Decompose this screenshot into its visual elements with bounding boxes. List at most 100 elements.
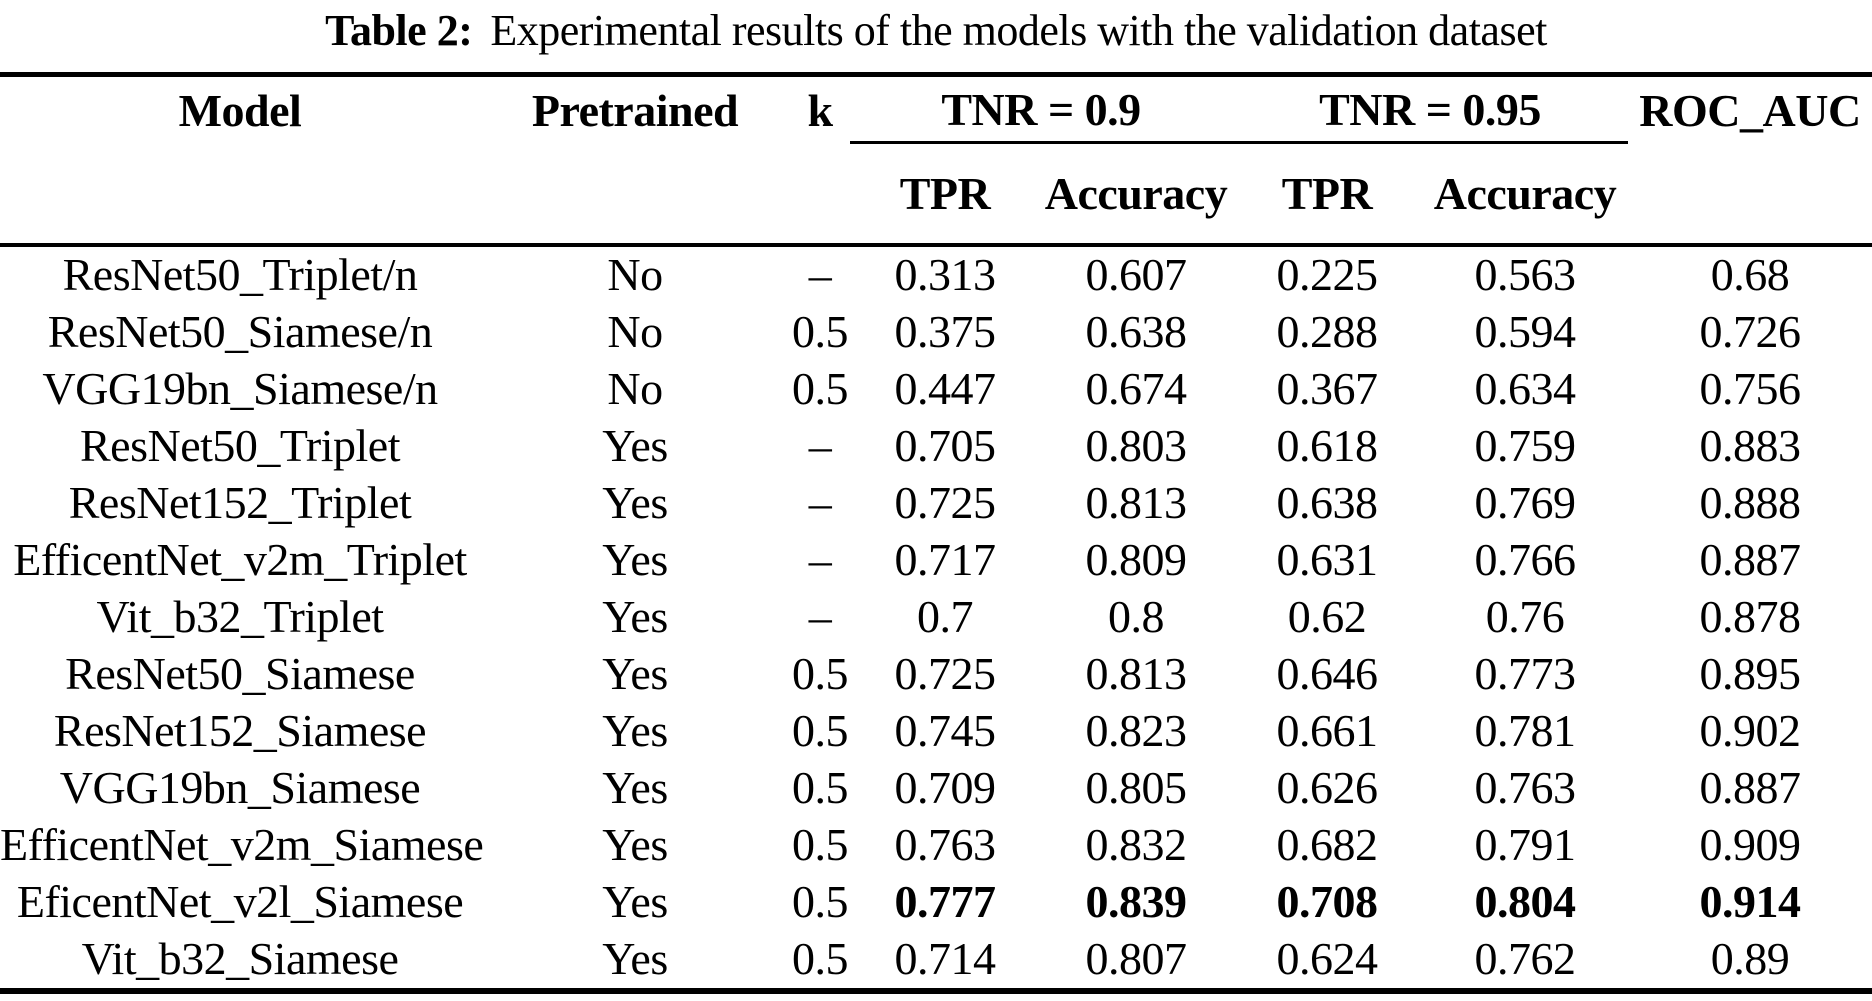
cell-pretrained: No (607, 306, 663, 357)
caption-text: Experimental results of the models with … (490, 6, 1547, 55)
cell-acc-095: 0.791 (1474, 819, 1577, 870)
table-body: ResNet50_Triplet/n No – 0.313 0.607 0.225 0.56… (0, 245, 1872, 991)
cell-k: 0.5 (792, 762, 849, 813)
cell-pretrained: Yes (602, 705, 668, 756)
cell-pretrained: Yes (602, 477, 668, 528)
header-row-groups: Model Pretrained k TNR = 0.9 TNR = 0.95 … (0, 74, 1872, 247)
cell-acc-095: 0.769 (1474, 477, 1577, 528)
cell-acc-095: 0.563 (1474, 249, 1577, 300)
cell-tpr-095: 0.682 (1276, 819, 1379, 870)
cell-acc-095: 0.76 (1485, 591, 1565, 642)
cell-model: ResNet50_Siamese (65, 648, 415, 699)
cell-tpr-09: 0.709 (894, 762, 997, 813)
cell-k: – (808, 477, 832, 528)
cell-roc-auc: 0.68 (1710, 249, 1790, 300)
cell-roc-auc: 0.756 (1699, 363, 1802, 414)
cell-acc-095: 0.634 (1474, 363, 1577, 414)
cell-pretrained: Yes (602, 591, 668, 642)
cell-model: ResNet50_Siamese/n (47, 306, 433, 357)
cell-roc-auc: 0.902 (1699, 705, 1802, 756)
cell-pretrained: Yes (602, 534, 668, 585)
col-group-tnr-0.95: TNR = 0.95 (1232, 74, 1628, 144)
col-header-pretrained: Pretrained (480, 74, 790, 247)
cell-model: ResNet152_Siamese (53, 705, 427, 756)
cell-model: EfficentNet_v2m_Triplet (13, 534, 467, 585)
cell-tpr-09: 0.447 (894, 363, 997, 414)
cell-pretrained: Yes (602, 648, 668, 699)
cell-k: 0.5 (792, 933, 849, 984)
cell-pretrained: Yes (602, 819, 668, 870)
cell-k: 0.5 (792, 306, 849, 357)
cell-pretrained: Yes (602, 762, 668, 813)
table-row: ResNet152_Siamese Yes 0.5 0.745 0.823 0.661 0.… (0, 703, 1872, 760)
cell-tpr-09: 0.725 (894, 477, 997, 528)
cell-roc-auc: 0.887 (1699, 762, 1802, 813)
cell-k: – (808, 534, 832, 585)
cell-acc-095: 0.804 (1474, 876, 1577, 927)
cell-acc-09: 0.832 (1085, 819, 1188, 870)
cell-tpr-095: 0.624 (1276, 933, 1379, 984)
cell-pretrained: No (607, 249, 663, 300)
cell-acc-095: 0.762 (1474, 933, 1577, 984)
cell-roc-auc: 0.887 (1699, 534, 1802, 585)
cell-k: 0.5 (792, 648, 849, 699)
cell-tpr-095: 0.367 (1276, 363, 1379, 414)
cell-k: – (808, 249, 832, 300)
cell-tpr-095: 0.661 (1276, 705, 1379, 756)
table-row: ResNet50_Triplet Yes – 0.705 0.803 0.618 0.759… (0, 418, 1872, 475)
cell-model: VGG19bn_Siamese (59, 762, 421, 813)
cell-tpr-09: 0.313 (894, 249, 997, 300)
cell-tpr-095: 0.708 (1276, 876, 1379, 927)
cell-model: Vit_b32_Siamese (81, 933, 399, 984)
table-row: ResNet50_Siamese Yes 0.5 0.725 0.813 0.646 0.7… (0, 646, 1872, 703)
cell-tpr-09: 0.375 (894, 306, 997, 357)
cell-pretrained: Yes (602, 876, 668, 927)
cell-k: – (808, 420, 832, 471)
cell-pretrained: Yes (602, 420, 668, 471)
cell-tpr-09: 0.763 (894, 819, 997, 870)
cell-tpr-09: 0.717 (894, 534, 997, 585)
cell-model: ResNet50_Triplet (80, 420, 400, 471)
cell-acc-09: 0.839 (1085, 876, 1188, 927)
cell-roc-auc: 0.726 (1699, 306, 1802, 357)
cell-tpr-095: 0.638 (1276, 477, 1379, 528)
cell-acc-095: 0.763 (1474, 762, 1577, 813)
cell-tpr-09: 0.7 (917, 591, 974, 642)
header-row-sub: TPR Accuracy TPR Accuracy (0, 142, 1872, 247)
table-row: Vit_b32_Triplet Yes – 0.7 0.8 0.62 0.76 0.878 (0, 589, 1872, 646)
col-group-tnr-0.9: TNR = 0.9 (850, 74, 1232, 144)
cell-tpr-09: 0.705 (894, 420, 997, 471)
cell-acc-09: 0.674 (1085, 363, 1188, 414)
caption-label: Table 2: (325, 6, 473, 55)
cell-k: 0.5 (792, 876, 849, 927)
cell-acc-095: 0.781 (1474, 705, 1577, 756)
table-row: EfficentNet_v2m_Siamese Yes 0.5 0.763 0.832 0… (0, 817, 1872, 874)
cell-pretrained: No (607, 363, 663, 414)
cell-k: 0.5 (792, 705, 849, 756)
results-table: Model Pretrained k TNR = 0.9 TNR = 0.95 … (0, 72, 1872, 994)
col-header-k: k (790, 74, 850, 247)
cell-roc-auc: 0.909 (1699, 819, 1802, 870)
col-header-accuracy-0.9: Accuracy (1040, 142, 1232, 247)
cell-acc-09: 0.607 (1085, 249, 1188, 300)
cell-roc-auc: 0.914 (1699, 876, 1802, 927)
table-row: ResNet152_Triplet Yes – 0.725 0.813 0.638 0.76… (0, 475, 1872, 532)
cell-model: ResNet50_Triplet/n (62, 249, 418, 300)
cell-tpr-095: 0.62 (1287, 591, 1367, 642)
table-row: ResNet50_Siamese/n No 0.5 0.375 0.638 0.288 0.… (0, 304, 1872, 361)
cell-acc-09: 0.807 (1085, 933, 1188, 984)
col-header-model: Model (0, 74, 480, 247)
table-caption: Table 2: Experimental results of the mode… (0, 0, 1872, 70)
cell-roc-auc: 0.89 (1710, 933, 1790, 984)
table-row: VGG19bn_Siamese/n No 0.5 0.447 0.674 0.367 0.6… (0, 361, 1872, 418)
cell-roc-auc: 0.888 (1699, 477, 1802, 528)
col-header-accuracy-0.95: Accuracy (1422, 142, 1628, 247)
col-header-tpr-0.9: TPR (850, 142, 1040, 247)
table-row: ResNet50_Triplet/n No – 0.313 0.607 0.225 0.56… (0, 245, 1872, 304)
cell-tpr-095: 0.631 (1276, 534, 1379, 585)
cell-pretrained: Yes (602, 933, 668, 984)
cell-tpr-09: 0.725 (894, 648, 997, 699)
table-row: EficentNet_v2l_Siamese Yes 0.5 0.777 0.839 0.… (0, 874, 1872, 931)
cell-tpr-09: 0.745 (894, 705, 997, 756)
